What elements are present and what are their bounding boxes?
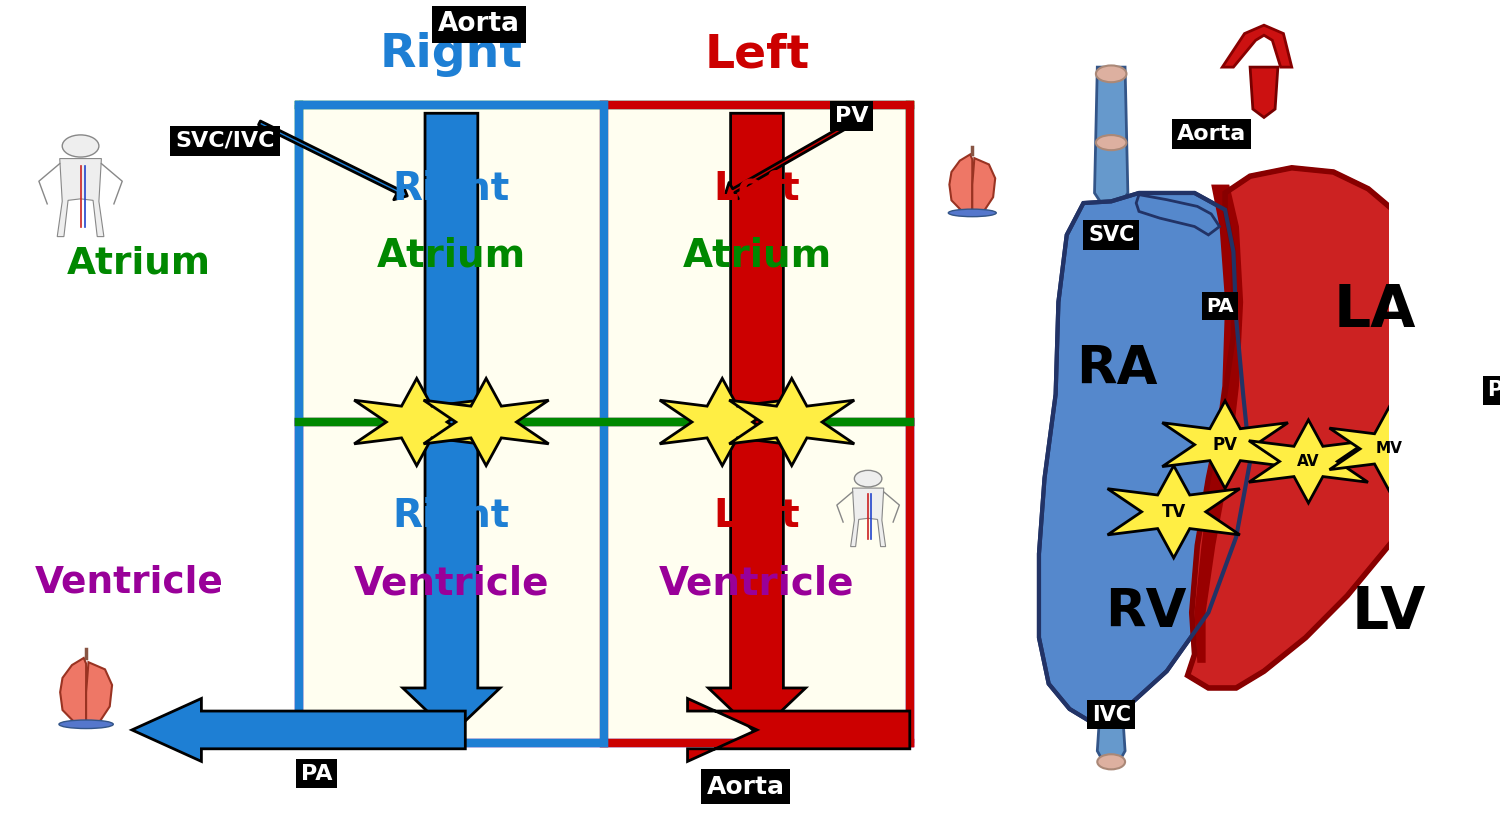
Text: Atrium: Atrium [68,246,211,281]
Text: RA: RA [1076,343,1158,395]
Text: Atrium: Atrium [682,237,831,275]
Polygon shape [1222,25,1292,67]
Polygon shape [1329,407,1449,490]
Text: PA: PA [302,763,333,784]
Text: Ventricle: Ventricle [658,564,855,602]
Ellipse shape [948,209,996,216]
Polygon shape [972,159,994,213]
Circle shape [855,471,882,487]
Polygon shape [1136,195,1220,235]
Bar [298,105,910,743]
Polygon shape [1466,336,1500,357]
Text: Ventricle: Ventricle [354,564,549,602]
Polygon shape [57,159,104,237]
FancyArrowPatch shape [258,121,408,200]
Polygon shape [660,378,784,466]
Text: Ventricle: Ventricle [34,565,224,600]
Text: Aorta: Aorta [1176,124,1246,144]
FancyArrowPatch shape [724,121,854,199]
Text: SVC/IVC: SVC/IVC [176,131,274,151]
Polygon shape [86,662,112,725]
Text: MV: MV [1376,441,1402,456]
Text: SVC: SVC [1088,225,1134,245]
Text: TV: TV [1161,503,1186,521]
Text: IVC: IVC [1092,705,1131,725]
Text: Left: Left [714,497,801,535]
Text: PA: PA [1206,297,1233,315]
Text: Left: Left [705,32,810,77]
Text: AV: AV [1298,454,1320,469]
Ellipse shape [1098,754,1125,769]
Text: Left: Left [714,169,801,208]
Polygon shape [708,113,806,734]
Polygon shape [1040,193,1250,722]
Text: Right: Right [393,497,510,535]
Polygon shape [1194,185,1243,663]
Text: Aorta: Aorta [706,775,785,799]
Polygon shape [1107,466,1240,558]
Polygon shape [404,113,500,734]
Polygon shape [729,378,855,466]
Text: PV: PV [1212,435,1237,454]
Text: Right: Right [380,32,524,77]
Ellipse shape [1096,135,1126,150]
Circle shape [62,135,99,157]
Polygon shape [1162,401,1288,488]
Text: LA: LA [1334,282,1416,339]
Text: Atrium: Atrium [376,237,526,275]
Text: Aorta: Aorta [438,12,520,37]
Polygon shape [60,658,86,727]
Text: Right: Right [393,169,510,208]
Polygon shape [1250,420,1368,503]
Text: LV: LV [1352,584,1426,641]
Polygon shape [132,698,465,762]
Polygon shape [1250,67,1278,117]
Polygon shape [950,154,972,215]
Text: RV: RV [1106,586,1186,638]
Polygon shape [850,488,885,547]
Polygon shape [1098,709,1125,765]
Polygon shape [687,698,910,762]
Polygon shape [423,378,549,466]
Polygon shape [354,378,478,466]
Text: PV: PV [834,106,868,126]
Ellipse shape [1096,65,1126,82]
Text: PV: PV [1486,380,1500,400]
Polygon shape [1095,67,1128,203]
Polygon shape [1188,168,1479,688]
Ellipse shape [58,720,114,728]
